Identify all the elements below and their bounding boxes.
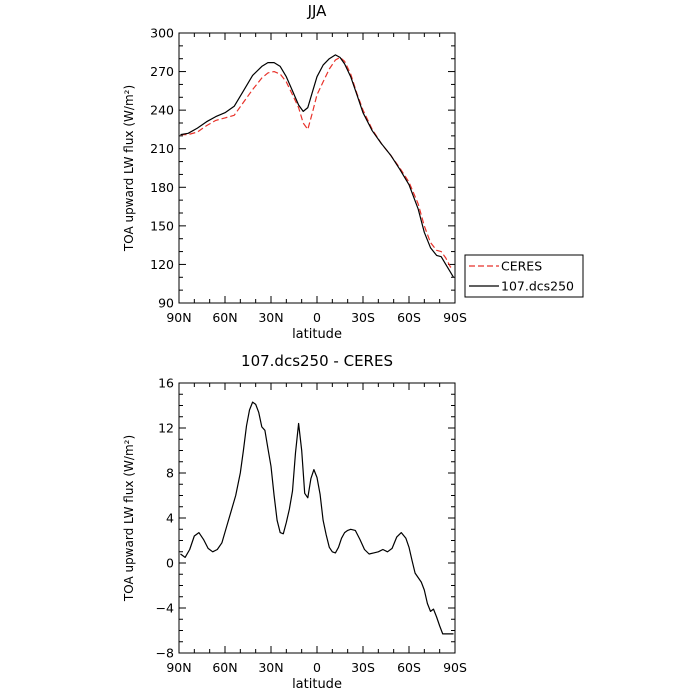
legend-label: 107.dcs250 (501, 279, 574, 294)
y-tick-label: 0 (166, 556, 174, 571)
legend-box (464, 254, 584, 298)
x-tick-label: 60N (212, 660, 237, 675)
y-tick-label: 150 (150, 218, 174, 233)
x-tick-label: 30N (258, 660, 283, 675)
y-axis-label: TOA upward LW flux (W/m²) (122, 85, 136, 252)
x-tick-label: 90N (166, 310, 191, 325)
chart-title: 107.dcs250 - CERES (241, 352, 393, 370)
x-tick-label: 30N (258, 310, 283, 325)
y-tick-label: 210 (150, 141, 174, 156)
plot-frame-2 (178, 382, 456, 654)
y-tick-label: 270 (150, 64, 174, 79)
y-tick-label: 4 (166, 511, 174, 526)
y-tick-label: −4 (156, 601, 174, 616)
series-line-difference (180, 401, 454, 635)
y-tick-label: −8 (156, 646, 174, 661)
x-tick-label: 60S (397, 310, 421, 325)
y-tick-label: 16 (158, 376, 174, 391)
x-tick-label: 30S (351, 660, 375, 675)
y-tick-label: 12 (158, 421, 174, 436)
x-axis-label: latitude (292, 327, 342, 342)
x-tick-label: 60N (212, 310, 237, 325)
y-tick-label: 240 (150, 103, 174, 118)
x-axis-label: latitude (292, 677, 342, 692)
x-tick-label: 60S (397, 660, 421, 675)
y-tick-label: 8 (166, 466, 174, 481)
y-tick-label: 120 (150, 257, 174, 272)
x-tick-label: 90N (166, 660, 191, 675)
y-tick-label: 300 (150, 26, 174, 41)
x-tick-label: 90S (443, 310, 467, 325)
series-line-107-dcs250 (180, 54, 455, 278)
x-tick-label: 30S (351, 310, 375, 325)
y-tick-label: 180 (150, 180, 174, 195)
x-tick-label: 0 (313, 660, 321, 675)
plot-frame-1 (178, 32, 456, 304)
y-tick-label: 90 (158, 296, 174, 311)
x-tick-label: 90S (443, 660, 467, 675)
y-axis-label: TOA upward LW flux (W/m²) (122, 435, 136, 602)
legend-label: CERES (501, 259, 542, 274)
x-tick-label: 0 (313, 310, 321, 325)
chart-title: JJA (307, 2, 328, 20)
series-line-ceres (180, 56, 454, 269)
